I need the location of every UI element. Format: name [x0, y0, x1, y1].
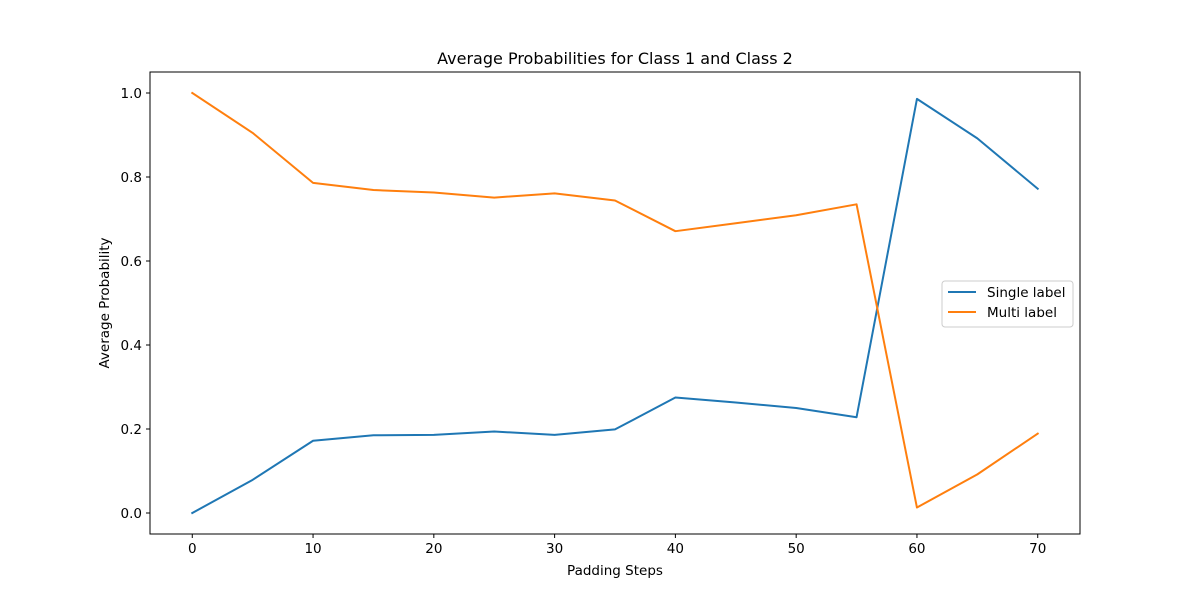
y-tick-label: 0.2	[121, 422, 142, 438]
y-tick-label: 1.0	[121, 86, 142, 102]
y-axis-ticks: 0.0 0.2 0.4 0.6 0.8 1.0	[121, 86, 150, 522]
y-tick-label: 0.6	[121, 254, 142, 270]
legend-label-single-label: Single label	[987, 285, 1065, 301]
y-tick-label: 0.8	[121, 170, 142, 186]
series-lines	[190, 91, 1040, 515]
series-line-single-label	[190, 97, 1040, 515]
y-axis-label: Average Probability	[97, 237, 113, 368]
x-axis-label: Padding Steps	[567, 563, 663, 579]
x-tick-label: 30	[546, 541, 563, 557]
y-tick-label: 0.4	[121, 338, 142, 354]
x-tick-label: 60	[908, 541, 925, 557]
chart-title: Average Probabilities for Class 1 and Cl…	[437, 49, 793, 68]
legend-label-multi-label: Multi label	[987, 305, 1057, 321]
series-line-multi-label	[190, 91, 1040, 509]
x-tick-label: 40	[667, 541, 684, 557]
y-tick-label: 0.0	[121, 506, 142, 522]
x-tick-label: 10	[304, 541, 321, 557]
x-tick-label: 0	[188, 541, 197, 557]
legend: Single label Multi label	[941, 280, 1074, 328]
x-axis-ticks: 0 10 20 30 40 50 60 70	[188, 534, 1046, 557]
plot-area-frame	[149, 71, 1081, 535]
x-tick-label: 70	[1029, 541, 1046, 557]
x-tick-label: 50	[788, 541, 805, 557]
x-tick-label: 20	[425, 541, 442, 557]
